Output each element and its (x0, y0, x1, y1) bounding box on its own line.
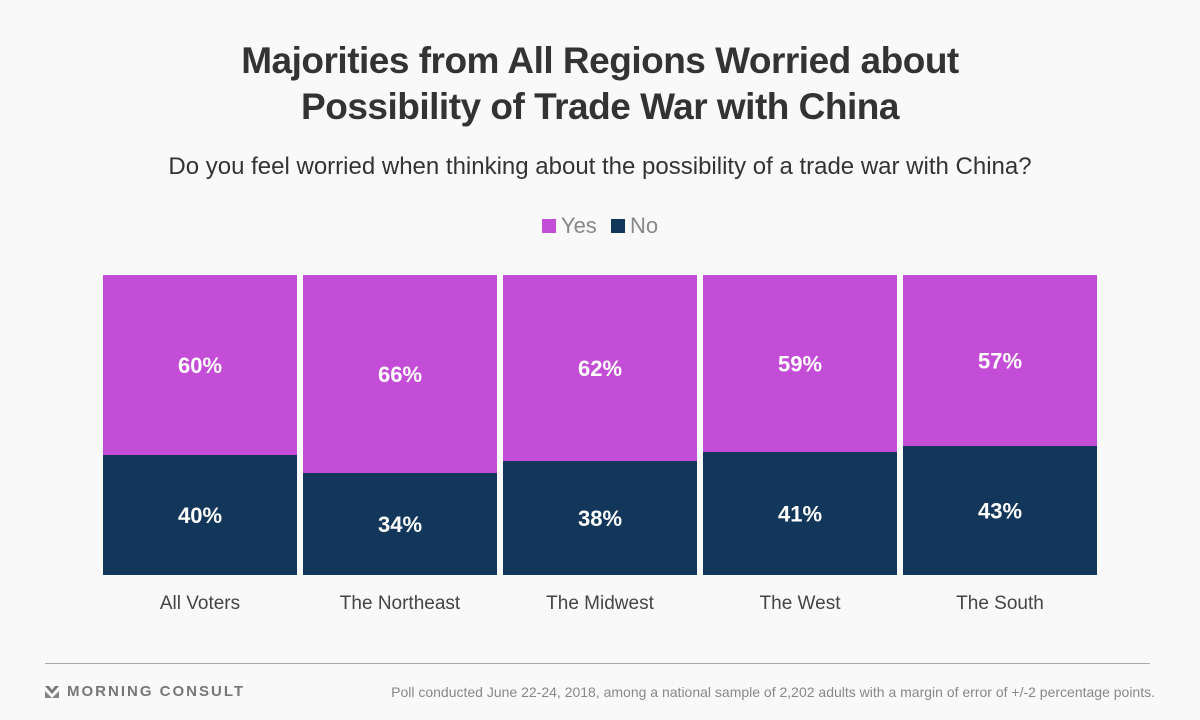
data-label-yes: 60% (178, 353, 222, 378)
bar-segment-yes (903, 275, 1097, 446)
bar-group: 43% 57% The South (903, 275, 1097, 614)
legend-label-no: No (629, 213, 659, 238)
legend-label-yes: Yes (560, 213, 597, 238)
bar-group: 34% 66% The Northeast (303, 275, 497, 614)
data-label-yes: 59% (778, 352, 822, 377)
data-label-yes: 62% (578, 356, 622, 381)
legend: Yes No (0, 213, 1200, 239)
bar-segment-yes (303, 275, 497, 473)
bar-group: 40% 60% All Voters (103, 275, 297, 614)
x-tick-label: The South (956, 593, 1044, 614)
bar-group: 41% 59% The West (703, 275, 897, 614)
bar-segment-no (503, 461, 697, 575)
data-label-no: 40% (178, 503, 222, 528)
bar-segment-yes (703, 275, 897, 452)
x-tick-label: The West (760, 593, 842, 614)
chart-title-line-2: Possibility of Trade War with China (301, 86, 899, 127)
chart-subtitle: Do you feel worried when thinking about … (168, 153, 1032, 180)
data-label-no: 41% (778, 502, 822, 527)
bar-segment-yes (103, 275, 297, 455)
legend-item-yes: Yes (541, 213, 597, 239)
data-label-no: 34% (378, 512, 422, 537)
data-label-no: 43% (978, 499, 1022, 524)
bar-segment-no (303, 473, 497, 575)
chart-title: Majorities from All Regions Worried abou… (0, 38, 1200, 130)
bar-segment-no (103, 455, 297, 575)
brand-logo: MORNING CONSULT (45, 683, 245, 700)
footer-divider (45, 663, 1150, 664)
data-label-yes: 66% (378, 362, 422, 387)
chart-title-line-1: Majorities from All Regions Worried abou… (241, 40, 959, 81)
legend-swatch-yes (541, 219, 556, 233)
bar-segment-yes (503, 275, 697, 461)
bar-segment-no (903, 446, 1097, 575)
methodology-note: Poll conducted June 22-24, 2018, among a… (391, 684, 1155, 700)
x-tick-label: The Northeast (340, 593, 461, 614)
bar-group: 38% 62% The Midwest (503, 275, 697, 614)
morning-consult-logo-icon (45, 685, 59, 698)
x-tick-label: The Midwest (546, 593, 654, 614)
data-label-no: 38% (578, 506, 622, 531)
legend-swatch-no (610, 219, 625, 233)
data-label-yes: 57% (978, 349, 1022, 374)
bar-segment-no (703, 452, 897, 575)
brand-name: MORNING CONSULT (67, 683, 246, 700)
legend-item-no: No (610, 213, 659, 239)
stacked-bar-chart: 40% 60% All Voters 34% 66% The Northeast 38% 62… (103, 275, 1097, 614)
x-tick-label: All Voters (160, 593, 240, 614)
